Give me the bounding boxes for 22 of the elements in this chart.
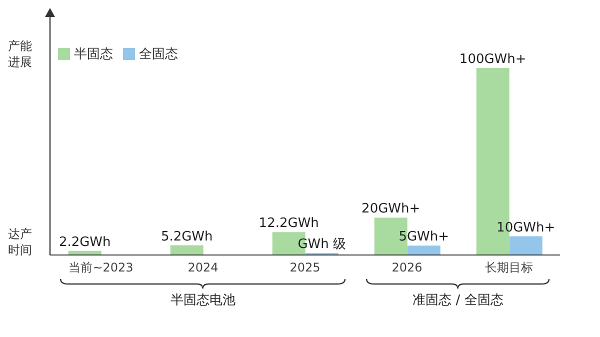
x-tick-label: 2026 [392, 260, 422, 275]
data-label: 100GWh+ [459, 52, 526, 67]
data-label: GWh 级 [298, 237, 346, 252]
data-label: 5GWh+ [398, 230, 450, 245]
text: 达产时间 [8, 226, 33, 258]
bar [407, 246, 440, 255]
text: 准固态 / 全固态 [412, 292, 504, 309]
bar [509, 236, 542, 255]
data-label: 12.2GWh [258, 216, 319, 232]
text: 半固态电池 [169, 292, 236, 309]
x-tick-label: 2025 [290, 260, 320, 275]
x-tick-label: 2024 [188, 260, 218, 275]
data-label: 2.2GWh [58, 234, 111, 250]
data-label: 20GWh+ [362, 202, 420, 217]
bar [170, 245, 204, 255]
legend-label: 半固态 [74, 47, 113, 62]
data-label: 5.2GWh [160, 229, 213, 244]
x-tick-label: 当前~2023 [68, 260, 134, 275]
y-axis-title: 产能进展 [8, 38, 33, 70]
x-tick-label: 长期目标 [485, 260, 533, 275]
data-label: 10GWh+ [496, 220, 556, 236]
legend-label: 全固态 [139, 47, 178, 62]
